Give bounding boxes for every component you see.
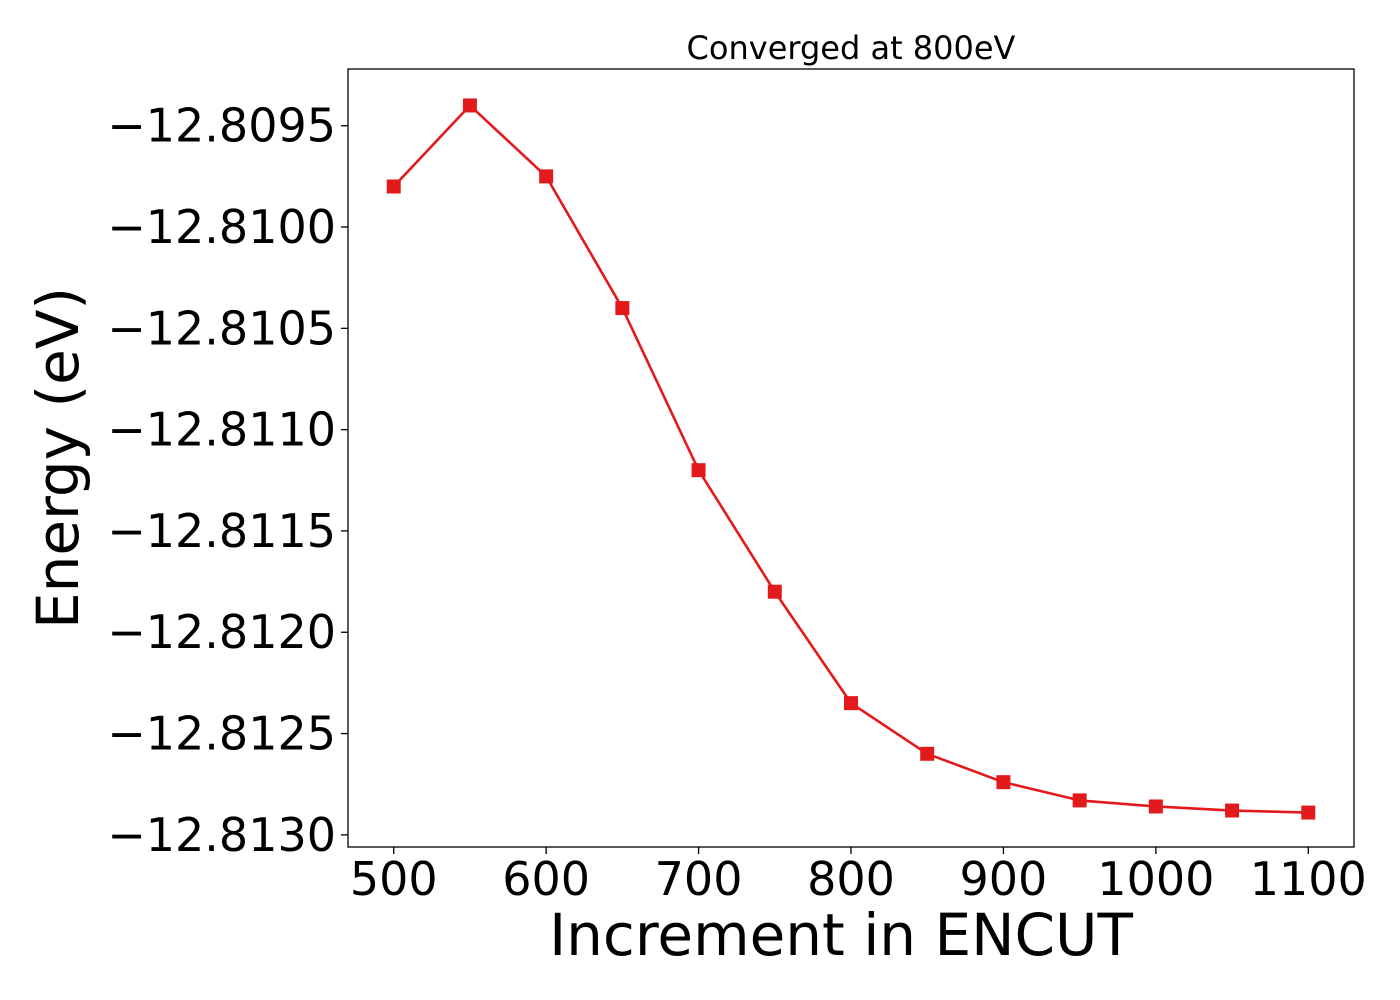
y-tick-label: −12.8125 (107, 707, 336, 761)
data-point-marker (844, 696, 858, 711)
y-tick-label: −12.8100 (107, 200, 336, 254)
y-tick-label: −12.8130 (107, 808, 336, 862)
x-axis: 500 600 700 800 900 1000 1100 (350, 847, 1367, 906)
x-tick-label: 1100 (1250, 852, 1367, 906)
data-point-marker (615, 301, 630, 316)
chart-title: Converged at 800eV (687, 29, 1016, 67)
y-tick-label: −12.8120 (107, 605, 336, 659)
y-axis-label: Energy (eV) (24, 287, 92, 629)
x-axis-label: Increment in ENCUT (549, 901, 1133, 969)
x-tick-label: 700 (655, 852, 743, 906)
x-tick-label: 500 (350, 852, 438, 906)
series-layer (386, 98, 1316, 820)
x-tick-label: 600 (502, 852, 590, 906)
data-point-marker (1301, 805, 1316, 820)
data-point-marker (1225, 803, 1240, 818)
x-tick-label: 800 (807, 852, 895, 906)
data-point-marker (996, 775, 1011, 790)
y-tick-label: −12.8095 (107, 99, 336, 153)
data-point-marker (767, 584, 782, 599)
data-point-marker (462, 98, 477, 113)
data-point-marker (691, 463, 706, 478)
data-point-marker (1148, 799, 1163, 814)
y-tick-label: −12.8105 (107, 301, 336, 355)
data-point-marker (920, 746, 935, 761)
y-tick-label: −12.8115 (107, 504, 336, 558)
y-tick-label: −12.8110 (107, 403, 336, 457)
x-tick-label: 900 (960, 852, 1048, 906)
data-point-marker (1072, 793, 1087, 808)
x-tick-label: 1000 (1097, 852, 1214, 906)
data-point-marker (539, 169, 554, 184)
plot-area-frame (347, 68, 1355, 848)
y-axis: −12.8095 −12.8100 −12.8105 −12.8110 −12.8115… (107, 99, 348, 862)
data-point-marker (386, 179, 401, 194)
